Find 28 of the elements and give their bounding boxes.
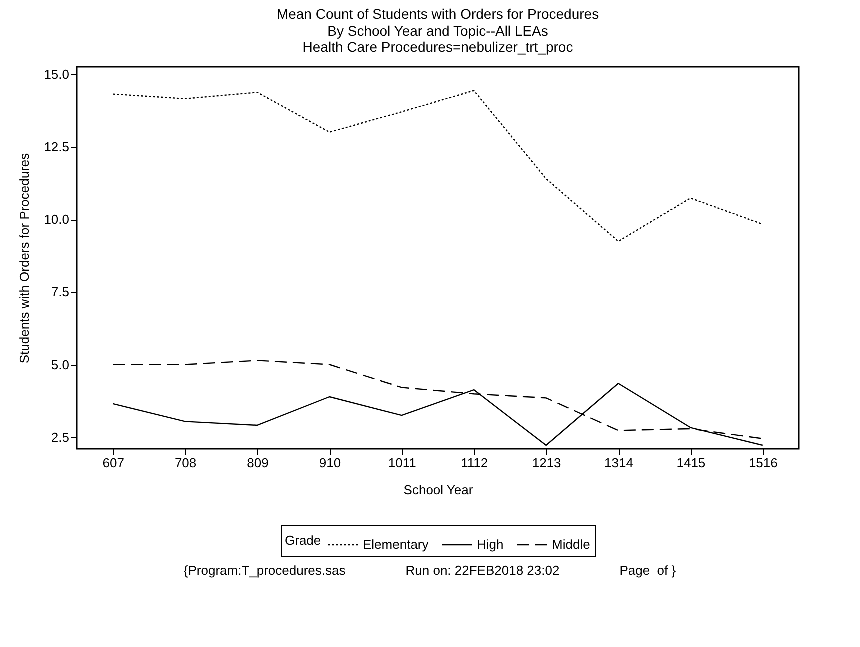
x-axis-title: School Year (404, 482, 474, 498)
legend-label: High (477, 537, 504, 552)
y-axis-title: Students with Orders for Procedures (17, 152, 32, 364)
x-tick-label: 1112 (461, 456, 488, 470)
y-tick-label: 2.5 (51, 430, 70, 445)
legend-label: Middle (552, 537, 590, 552)
y-tick-label: 5.0 (51, 357, 70, 372)
x-tick-label: 1213 (532, 456, 562, 470)
x-tick-label: 1516 (748, 456, 778, 470)
y-tick-label: 7.5 (51, 284, 70, 300)
legend-label: Elementary (363, 537, 430, 552)
x-tick-label: 607 (102, 456, 124, 470)
text: Page of } (620, 563, 676, 578)
text: {Program:T_procedures.sas (184, 563, 346, 578)
chart-title: Mean Count of Students with Orders for Procedures (276, 6, 600, 22)
x-tick-label: 910 (319, 456, 342, 470)
line-series (112, 90, 764, 242)
y-tick-label: 15.0 (44, 66, 70, 82)
text: Run on: 22FEB2018 23:02 (406, 563, 560, 578)
x-tick-label: 809 (247, 456, 269, 470)
legend-title: Grade (285, 533, 322, 548)
x-tick-label: 1415 (676, 456, 706, 470)
x-tick-label: 708 (174, 456, 197, 470)
x-tick-label: 1314 (604, 456, 634, 470)
x-tick-label: 1011 (388, 456, 416, 470)
y-tick-label: 10.0 (44, 212, 70, 228)
y-tick-label: 12.5 (44, 139, 70, 154)
chart-subtitle: By School Year and Topic--All LEAs Health Care Procedures=nebulizer_trt_proc (302, 23, 574, 55)
